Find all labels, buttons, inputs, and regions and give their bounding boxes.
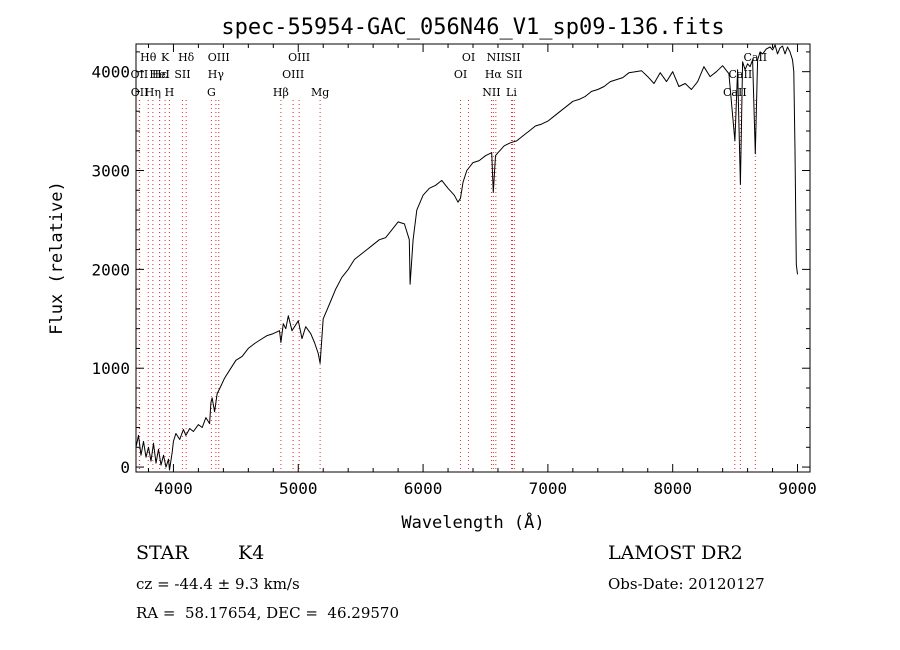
spectral-line-label: CaII bbox=[743, 51, 767, 64]
spectral-line-label: Hη bbox=[145, 86, 161, 99]
survey-name: LAMOST DR2 bbox=[608, 542, 743, 564]
spectral-line-label: OIII bbox=[208, 51, 230, 64]
spectral-line-label: CaII bbox=[729, 68, 753, 81]
spectral-line-label: G bbox=[207, 86, 216, 99]
y-tick-label: 3000 bbox=[91, 162, 130, 181]
chart-title: spec-55954-GAC_056N46_V1_sp09-136.fits bbox=[221, 15, 724, 40]
x-axis-label: Wavelength (Å) bbox=[401, 511, 544, 533]
spectral-line-label: Hδ bbox=[178, 51, 195, 64]
y-tick-label: 1000 bbox=[91, 359, 130, 378]
y-axis-label: Flux (relative) bbox=[47, 181, 67, 335]
redshift-line: cz = -44.4 ± 9.3 km/s bbox=[136, 575, 300, 593]
spectral-line-label: OI bbox=[462, 51, 475, 64]
spectral-line-label: Li bbox=[506, 86, 517, 99]
spectral-line-label: OIII bbox=[288, 51, 310, 64]
subclass: K4 bbox=[238, 542, 265, 564]
y-tick-label: 2000 bbox=[91, 260, 130, 279]
x-tick-label: 6000 bbox=[404, 479, 443, 498]
spectral-line-label: NII bbox=[487, 51, 505, 64]
y-tick-label: 0 bbox=[120, 458, 130, 477]
axis-ticks: 4000 5000 6000 7000 8000 9000 0 1000 2000 3000 400… bbox=[91, 44, 817, 498]
spectral-line-label: NII bbox=[482, 86, 500, 99]
spectral-line-label: SII bbox=[506, 68, 522, 81]
spectral-line-label: CaII bbox=[723, 86, 747, 99]
spectral-line-label: Mg bbox=[311, 86, 329, 99]
spectral-line-label: Hγ bbox=[208, 68, 225, 81]
spectral-line-label: HeI bbox=[149, 68, 169, 81]
spectral-line-label: SII bbox=[174, 68, 190, 81]
spectral-line-label: OI bbox=[454, 68, 467, 81]
spectral-line-label: SII bbox=[504, 51, 520, 64]
object-type: STAR bbox=[136, 542, 189, 564]
spectrum-series bbox=[135, 44, 798, 471]
coordinates: RA = 58.17654, DEC = 46.29570 bbox=[136, 604, 400, 622]
x-tick-label: 5000 bbox=[279, 479, 318, 498]
spectral-line-label: H bbox=[165, 86, 175, 99]
spectral-line-label: OII bbox=[131, 68, 149, 81]
x-tick-label: 9000 bbox=[778, 479, 817, 498]
spectral-line-label: Hα bbox=[485, 68, 503, 81]
spectral-line-label: OII bbox=[131, 86, 149, 99]
spectral-line-label: K bbox=[161, 51, 170, 64]
obs-date: Obs-Date: 20120127 bbox=[608, 575, 765, 593]
x-tick-label: 7000 bbox=[529, 479, 568, 498]
spectral-line-label: Hβ bbox=[273, 86, 289, 99]
plot-frame bbox=[135, 43, 811, 473]
x-tick-label: 4000 bbox=[154, 479, 193, 498]
spectral-line-label: Hε bbox=[152, 68, 168, 81]
spectrum-line bbox=[135, 44, 798, 471]
x-tick-label: 8000 bbox=[653, 479, 692, 498]
spectral-line-label: OIII bbox=[282, 68, 304, 81]
spectral-line-label: Hθ bbox=[140, 51, 157, 64]
y-tick-label: 4000 bbox=[91, 63, 130, 82]
spectrum-chart: spec-55954-GAC_056N46_V1_sp09-136.fits H… bbox=[47, 15, 817, 533]
